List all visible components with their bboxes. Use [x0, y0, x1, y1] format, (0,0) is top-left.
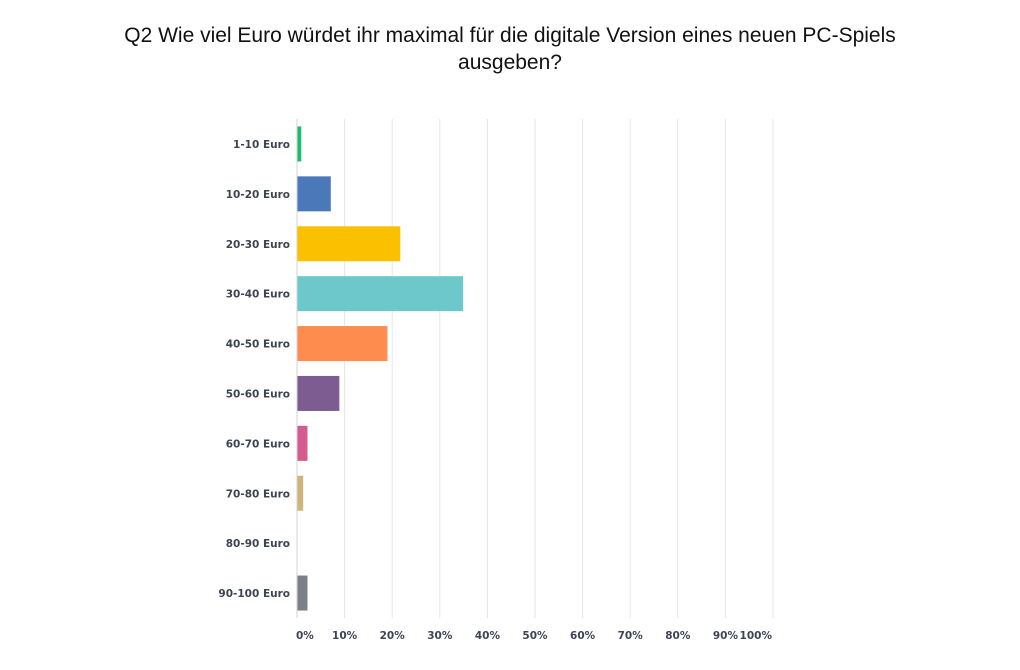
bar-20-30-euro: [297, 226, 401, 262]
chart-title: Q2 Wie viel Euro würdet ihr maximal für …: [0, 22, 1020, 76]
bars: [297, 126, 464, 611]
x-tick-labels: 0% 10% 20% 30% 40% 50% 60% 70% 80% 90% 100%: [296, 630, 772, 642]
x-tick-label: 40%: [475, 630, 501, 642]
x-tick-label: 30%: [427, 630, 453, 642]
x-tick-label: 70%: [618, 630, 644, 642]
bar-90-100-euro: [297, 575, 308, 611]
bar-40-50-euro: [297, 326, 388, 362]
x-tick-label: 10%: [332, 630, 358, 642]
category-label: 10-20 Euro: [226, 189, 290, 201]
x-tick-label: 60%: [570, 630, 596, 642]
x-tick-label: 0%: [296, 630, 314, 642]
bar-30-40-euro: [297, 276, 464, 312]
chart-title-text: Q2 Wie viel Euro würdet ihr maximal für …: [124, 24, 896, 74]
category-label: 90-100 Euro: [218, 588, 290, 600]
x-tick-label: 100%: [740, 630, 773, 642]
bar-70-80-euro: [297, 475, 304, 511]
category-label: 60-70 Euro: [226, 438, 290, 450]
bar-60-70-euro: [297, 425, 308, 461]
category-labels: 1-10 Euro 10-20 Euro 20-30 Euro 30-40 Euro 4…: [218, 139, 290, 600]
gridlines: [344, 119, 774, 618]
bar-1-10-euro: [297, 126, 302, 162]
category-label: 80-90 Euro: [226, 538, 290, 550]
bar-10-20-euro: [297, 176, 331, 212]
category-label: 40-50 Euro: [226, 339, 290, 351]
x-tick-label: 20%: [380, 630, 406, 642]
bar-50-60-euro: [297, 375, 340, 411]
category-label: 1-10 Euro: [233, 139, 290, 151]
x-tick-label: 80%: [665, 630, 691, 642]
category-label: 70-80 Euro: [226, 488, 290, 500]
category-label: 30-40 Euro: [226, 289, 290, 301]
x-tick-label: 50%: [522, 630, 548, 642]
category-label: 20-30 Euro: [226, 239, 290, 251]
category-label: 50-60 Euro: [226, 388, 290, 400]
x-tick-label: 90%: [713, 630, 739, 642]
